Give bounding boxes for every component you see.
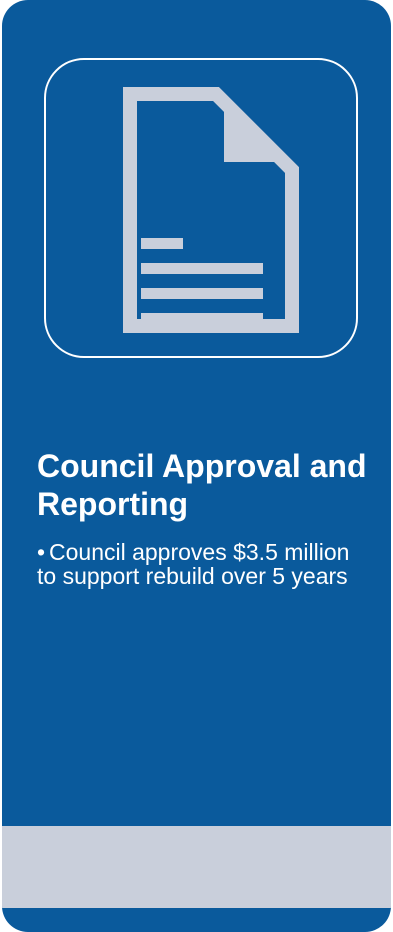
bullet-marker: •	[37, 539, 46, 565]
bullet-item: • Council approves $3.5 million to suppor…	[37, 540, 367, 588]
document-icon	[123, 87, 299, 333]
icon-frame	[44, 58, 358, 358]
bullet-text: Council approves $3.5 million to support…	[37, 539, 350, 589]
card-title: Council Approval and Reporting	[37, 448, 367, 522]
footer-band	[2, 826, 391, 908]
